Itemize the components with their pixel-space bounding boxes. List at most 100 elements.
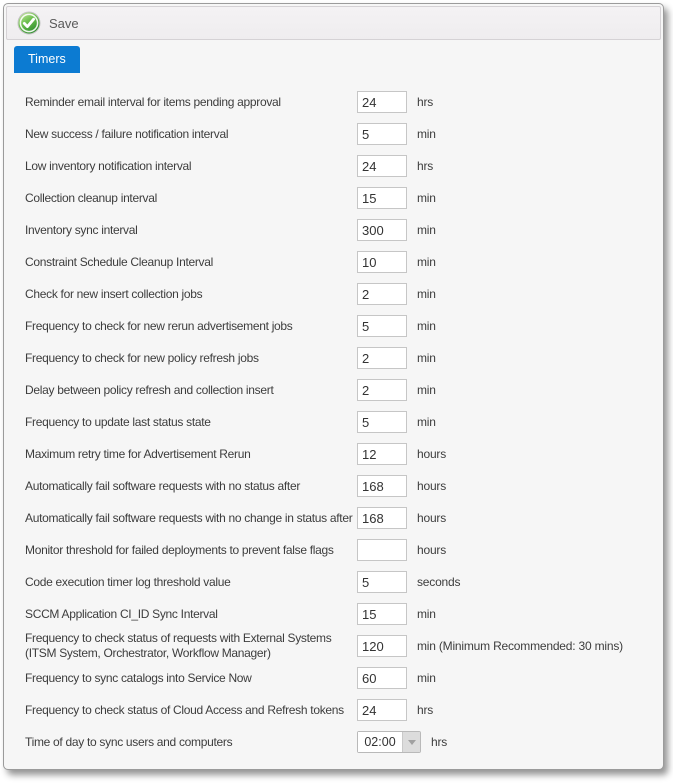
setting-value-input[interactable] — [357, 571, 407, 593]
setting-value-input[interactable] — [357, 187, 407, 209]
setting-unit: min — [417, 191, 436, 205]
setting-row: Frequency to check for new policy refres… — [25, 342, 653, 374]
setting-value-input[interactable] — [357, 667, 407, 689]
toolbar: Save — [6, 6, 661, 40]
setting-label: Frequency to update last status state — [25, 415, 357, 430]
setting-value-input[interactable] — [357, 507, 407, 529]
setting-label: Automatically fail software requests wit… — [25, 479, 357, 494]
setting-label: Collection cleanup interval — [25, 191, 357, 206]
setting-value-input[interactable] — [357, 155, 407, 177]
setting-unit: min — [417, 351, 436, 365]
setting-label-line1: Automatically fail software requests wit… — [25, 478, 301, 493]
setting-value-input[interactable] — [357, 347, 407, 369]
setting-row: SCCM Application CI_ID Sync Interval min — [25, 598, 653, 630]
setting-label-line1: Reminder email interval for items pendin… — [25, 94, 281, 109]
time-of-day-select[interactable]: 02:00 — [357, 731, 421, 753]
setting-label-line1: Low inventory notification interval — [25, 158, 192, 173]
setting-unit: hrs — [417, 159, 434, 173]
setting-row: Frequency to check status of Cloud Acces… — [25, 694, 653, 726]
setting-row: Delay between policy refresh and collect… — [25, 374, 653, 406]
setting-label: Maximum retry time for Advertisement Rer… — [25, 447, 357, 462]
setting-value-input[interactable] — [357, 283, 407, 305]
setting-unit: hours — [417, 511, 447, 525]
setting-value-input[interactable] — [357, 91, 407, 113]
setting-unit: seconds — [417, 575, 461, 589]
setting-label-line1: New success / failure notification inter… — [25, 126, 229, 141]
setting-row: Monitor threshold for failed deployments… — [25, 534, 653, 566]
setting-value-input[interactable] — [357, 219, 407, 241]
setting-unit: hrs — [431, 735, 448, 749]
setting-unit: hours — [417, 447, 447, 461]
setting-label-line1: Frequency to check for new policy refres… — [25, 350, 259, 365]
setting-unit: hrs — [417, 703, 434, 717]
setting-value-input[interactable] — [357, 603, 407, 625]
setting-unit: min — [417, 319, 436, 333]
setting-value-input[interactable] — [357, 475, 407, 497]
setting-label-line1: Time of day to sync users and computers — [25, 734, 233, 749]
tab-timers[interactable]: Timers — [14, 46, 80, 73]
setting-label: Time of day to sync users and computers — [25, 735, 357, 750]
setting-label: Frequency to check status of requests wi… — [25, 631, 357, 661]
setting-label-line1: Frequency to check for new rerun adverti… — [25, 318, 293, 333]
save-button[interactable]: Save — [17, 11, 79, 35]
setting-value-input[interactable] — [357, 411, 407, 433]
setting-row: Inventory sync interval min — [25, 214, 653, 246]
setting-label: Frequency to check for new policy refres… — [25, 351, 357, 366]
setting-label: Frequency to check for new rerun adverti… — [25, 319, 357, 334]
setting-unit: min — [417, 383, 436, 397]
setting-unit: min — [417, 223, 436, 237]
setting-row: Collection cleanup interval min — [25, 182, 653, 214]
setting-row: Frequency to check status of requests wi… — [25, 630, 653, 662]
setting-unit: min — [417, 415, 436, 429]
setting-unit: hours — [417, 543, 447, 557]
setting-label: Low inventory notification interval — [25, 159, 357, 174]
setting-label-line1: Inventory sync interval — [25, 222, 138, 237]
setting-row: Automatically fail software requests wit… — [25, 470, 653, 502]
setting-row: Frequency to check for new rerun adverti… — [25, 310, 653, 342]
time-of-day-value: 02:00 — [358, 732, 403, 752]
setting-label-line1: Constraint Schedule Cleanup Interval — [25, 254, 213, 269]
setting-value-input[interactable] — [357, 699, 407, 721]
setting-row: Low inventory notification interval hrs — [25, 150, 653, 182]
setting-label-line1: Automatically fail software requests wit… — [25, 510, 353, 525]
setting-row: Code execution timer log threshold value… — [25, 566, 653, 598]
setting-label: Check for new insert collection jobs — [25, 287, 357, 302]
setting-label: Delay between policy refresh and collect… — [25, 383, 357, 398]
setting-label-line1: SCCM Application CI_ID Sync Interval — [25, 606, 218, 621]
tab-strip: Timers — [4, 40, 663, 73]
setting-label-line1: Monitor threshold for failed deployments… — [25, 542, 334, 557]
setting-value-input[interactable] — [357, 635, 407, 657]
timers-settings-window: Save Timers Reminder email interval for … — [3, 3, 664, 770]
setting-row: Frequency to sync catalogs into Service … — [25, 662, 653, 694]
setting-label-line1: Frequency to check status of Cloud Acces… — [25, 702, 344, 717]
setting-value-input[interactable] — [357, 251, 407, 273]
setting-unit: min — [417, 255, 436, 269]
setting-row: Reminder email interval for items pendin… — [25, 86, 653, 118]
settings-panel: Reminder email interval for items pendin… — [4, 72, 663, 758]
setting-row: New success / failure notification inter… — [25, 118, 653, 150]
setting-row: Maximum retry time for Advertisement Rer… — [25, 438, 653, 470]
setting-row: Frequency to update last status state mi… — [25, 406, 653, 438]
setting-label: Frequency to check status of Cloud Acces… — [25, 703, 357, 718]
setting-label-line1: Code execution timer log threshold value — [25, 574, 231, 589]
setting-row: Constraint Schedule Cleanup Interval min — [25, 246, 653, 278]
setting-unit: min — [417, 127, 436, 141]
setting-label-line1: Frequency to sync catalogs into Service … — [25, 670, 252, 685]
setting-label-line1: Delay between policy refresh and collect… — [25, 382, 274, 397]
setting-value-input[interactable] — [357, 123, 407, 145]
setting-value-input[interactable] — [357, 443, 407, 465]
setting-label-line1: Collection cleanup interval — [25, 190, 157, 205]
setting-label: Frequency to sync catalogs into Service … — [25, 671, 357, 686]
setting-label-line2: (ITSM System, Orchestrator, Workflow Man… — [25, 646, 271, 660]
chevron-down-icon[interactable] — [403, 732, 420, 752]
setting-value-input[interactable] — [357, 539, 407, 561]
setting-label-line1: Frequency to check status of requests wi… — [25, 631, 332, 645]
setting-row: Time of day to sync users and computers … — [25, 726, 653, 758]
setting-value-input[interactable] — [357, 379, 407, 401]
setting-label-line1: Frequency to update last status state — [25, 414, 211, 429]
setting-label: Reminder email interval for items pendin… — [25, 95, 357, 110]
setting-value-input[interactable] — [357, 315, 407, 337]
setting-label: SCCM Application CI_ID Sync Interval — [25, 607, 357, 622]
setting-row: Automatically fail software requests wit… — [25, 502, 653, 534]
setting-label: Inventory sync interval — [25, 223, 357, 238]
